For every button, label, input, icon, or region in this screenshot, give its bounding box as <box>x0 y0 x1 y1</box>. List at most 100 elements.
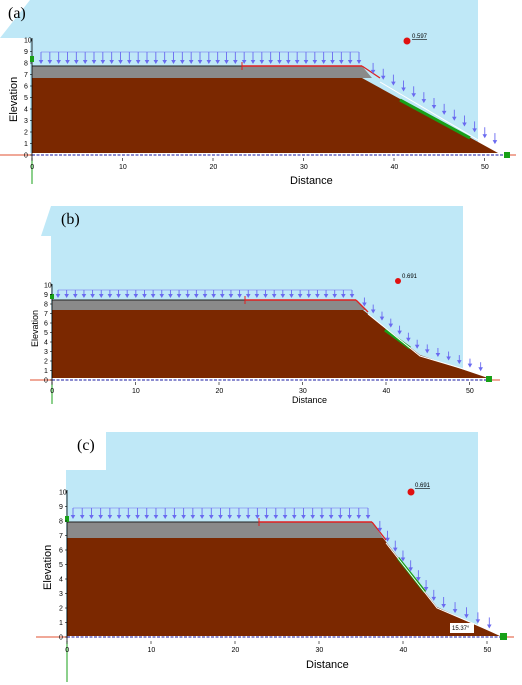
panel-c-load-arrow-head <box>116 515 122 519</box>
panel-c-y-tick-label: 3 <box>59 591 63 598</box>
panel-c-load-arrow-head <box>356 515 362 519</box>
panel-a-slope-arrow-head <box>492 140 498 145</box>
panel-c-y-tick-label: 10 <box>59 490 67 497</box>
panel-a-load-arrow-head <box>312 60 318 64</box>
panel-c-slope-arrow-head <box>475 619 481 624</box>
panel-a-slope-red <box>361 65 381 79</box>
panel-b-xlabel: Distance <box>292 395 327 405</box>
panel-b: 0 1 2 3 4 5 6 7 8 9 10 0 10 20 30 40 50 0.691 (b) Dista… <box>30 206 500 405</box>
panel-b-slope-arrow-head <box>446 356 451 361</box>
panel-b-slope-arrow-head <box>406 337 411 342</box>
panel-a-load-arrow-head <box>241 60 247 64</box>
panel-a-x-tick-label: 20 <box>210 164 218 171</box>
panel-b-load-arrow-head <box>72 294 78 298</box>
panel-b-slope-arrows <box>362 297 483 372</box>
panel-a-load-arrow-head <box>215 60 220 64</box>
panel-a-x-tick-label: 10 <box>119 164 127 171</box>
panel-a-load-arrow-head <box>162 60 167 64</box>
panel-c-fos-label: 0.691 <box>415 483 431 489</box>
panel-c-slope-red <box>371 521 387 541</box>
panel-a-load-arrow-head <box>65 60 70 64</box>
panel-b-slope-arrow-head <box>362 302 367 307</box>
panel-c-load-arrow-head <box>338 515 343 519</box>
panel-a-y-tick-label: 3 <box>24 118 28 125</box>
panel-b-load-arrow-head <box>245 294 251 298</box>
panel-c-slope-arrow-head <box>423 587 429 592</box>
panel-a-fos-point <box>403 37 411 45</box>
panel-c-load-arrow-head <box>236 515 242 519</box>
panel-c-load-arrow-head <box>208 515 214 519</box>
panel-b-load-arrow-head <box>133 294 139 298</box>
panel-b-x-tick-label: 20 <box>216 388 224 395</box>
panel-c-slope-arrow-head <box>441 603 446 608</box>
panel-c-y-tick-label: 0 <box>59 635 63 642</box>
panel-b-load-arrow-head <box>98 294 104 298</box>
panel-c-x-tick-label: 30 <box>316 647 324 654</box>
panel-b-y-ticks: 0 1 2 3 4 5 6 7 8 9 10 <box>44 283 52 385</box>
panel-c-load-arrow-head <box>365 515 371 519</box>
panel-c-y-tick-label: 6 <box>59 548 63 555</box>
panel-a-xlabel: Distance <box>290 175 333 187</box>
panel-b-load-arrow-head <box>280 294 286 298</box>
panel-c-load-arrow-head <box>319 515 325 519</box>
panel-c-angle-label: 15.37° <box>452 626 470 632</box>
panel-b-load-arrow-head <box>306 294 312 298</box>
panel-a-load-arrow-head <box>197 60 203 64</box>
panel-b-slope-arrow-head <box>435 352 441 357</box>
panel-a-load-arrow-head <box>330 60 335 64</box>
panel-a-load-arrow-head <box>56 60 61 64</box>
panel-a-y-tick-label: 1 <box>24 141 28 148</box>
panel-c-slope-arrow-head <box>452 609 458 614</box>
panel-b-fill-layer <box>52 300 367 310</box>
panel-b-load-arrow-head <box>211 294 216 298</box>
panel-b-fos-point <box>395 278 401 284</box>
panel-b-load-arrow-head <box>341 294 346 298</box>
panel-a-load-arrow-head <box>339 60 344 64</box>
panel-c-soil-body <box>67 538 500 636</box>
panel-b-y-tick-label: 2 <box>44 359 48 366</box>
panel-b-slope-red <box>355 299 369 313</box>
panel-a-left-anchor-green <box>30 56 34 62</box>
panel-c-load-arrow-head <box>310 515 315 519</box>
panel-c-load-arrow-head <box>98 515 103 519</box>
panel-c-load-arrow-head <box>328 515 334 519</box>
panel-a-ylabel: Elevation <box>8 77 20 122</box>
panel-b-load-arrow-head <box>297 294 303 298</box>
panel-a-slope-arrow-head <box>482 134 488 139</box>
panel-a-load-arrow-head <box>233 60 238 64</box>
panel-a-fos-label: 0.597 <box>412 34 428 40</box>
panel-a-x-tick-label: 40 <box>391 164 399 171</box>
panel-a-slope-arrow-head <box>452 116 457 121</box>
panel-a-slope-arrow-head <box>391 81 396 86</box>
panel-c-load-arrow-head <box>227 515 233 519</box>
panel-c-load-arrow-head <box>181 515 186 519</box>
panel-b-x-tick-label: 40 <box>383 388 391 395</box>
panel-b-load-arrow-head <box>176 294 182 298</box>
panel-a-y-ticks: 0 1 2 3 4 5 6 7 8 9 10 <box>24 38 32 160</box>
panel-a-load-arrow-head <box>100 60 106 64</box>
panel-c-label: (c) <box>77 437 95 454</box>
panel-b-y-tick-label: 1 <box>44 368 48 375</box>
panel-b-y-tick-label: 8 <box>44 302 48 309</box>
panel-a-load-arrow-head <box>303 60 309 64</box>
panel-a-load-arrows <box>38 51 362 64</box>
panel-b-load-arrow-head <box>289 294 294 298</box>
panel-b-y-tick-label: 4 <box>44 340 48 347</box>
panel-b-slope-arrow-head <box>379 316 385 321</box>
panel-c-load-arrow-head <box>107 515 113 519</box>
panel-a-load-arrow-head <box>74 60 79 64</box>
panel-b-load-arrow-head <box>81 294 87 298</box>
panel-c-y-tick-label: 9 <box>59 504 63 511</box>
panel-a-fill-layer <box>32 66 372 78</box>
panel-b-y-tick-label: 9 <box>44 292 48 299</box>
panel-b-slope-arrow-head <box>478 367 483 372</box>
panel-a-y-tick-label: 5 <box>24 95 28 102</box>
panel-c-load-arrows <box>70 507 371 519</box>
panel-b-y-tick-label: 3 <box>44 349 48 356</box>
panel-a-load-arrow-head <box>144 60 150 64</box>
panel-b-load-arrow-head <box>349 294 355 298</box>
panel-a-y-tick-label: 9 <box>24 49 28 56</box>
panel-c-y-tick-label: 4 <box>59 577 63 584</box>
panel-c-load-arrow-head <box>162 515 168 519</box>
